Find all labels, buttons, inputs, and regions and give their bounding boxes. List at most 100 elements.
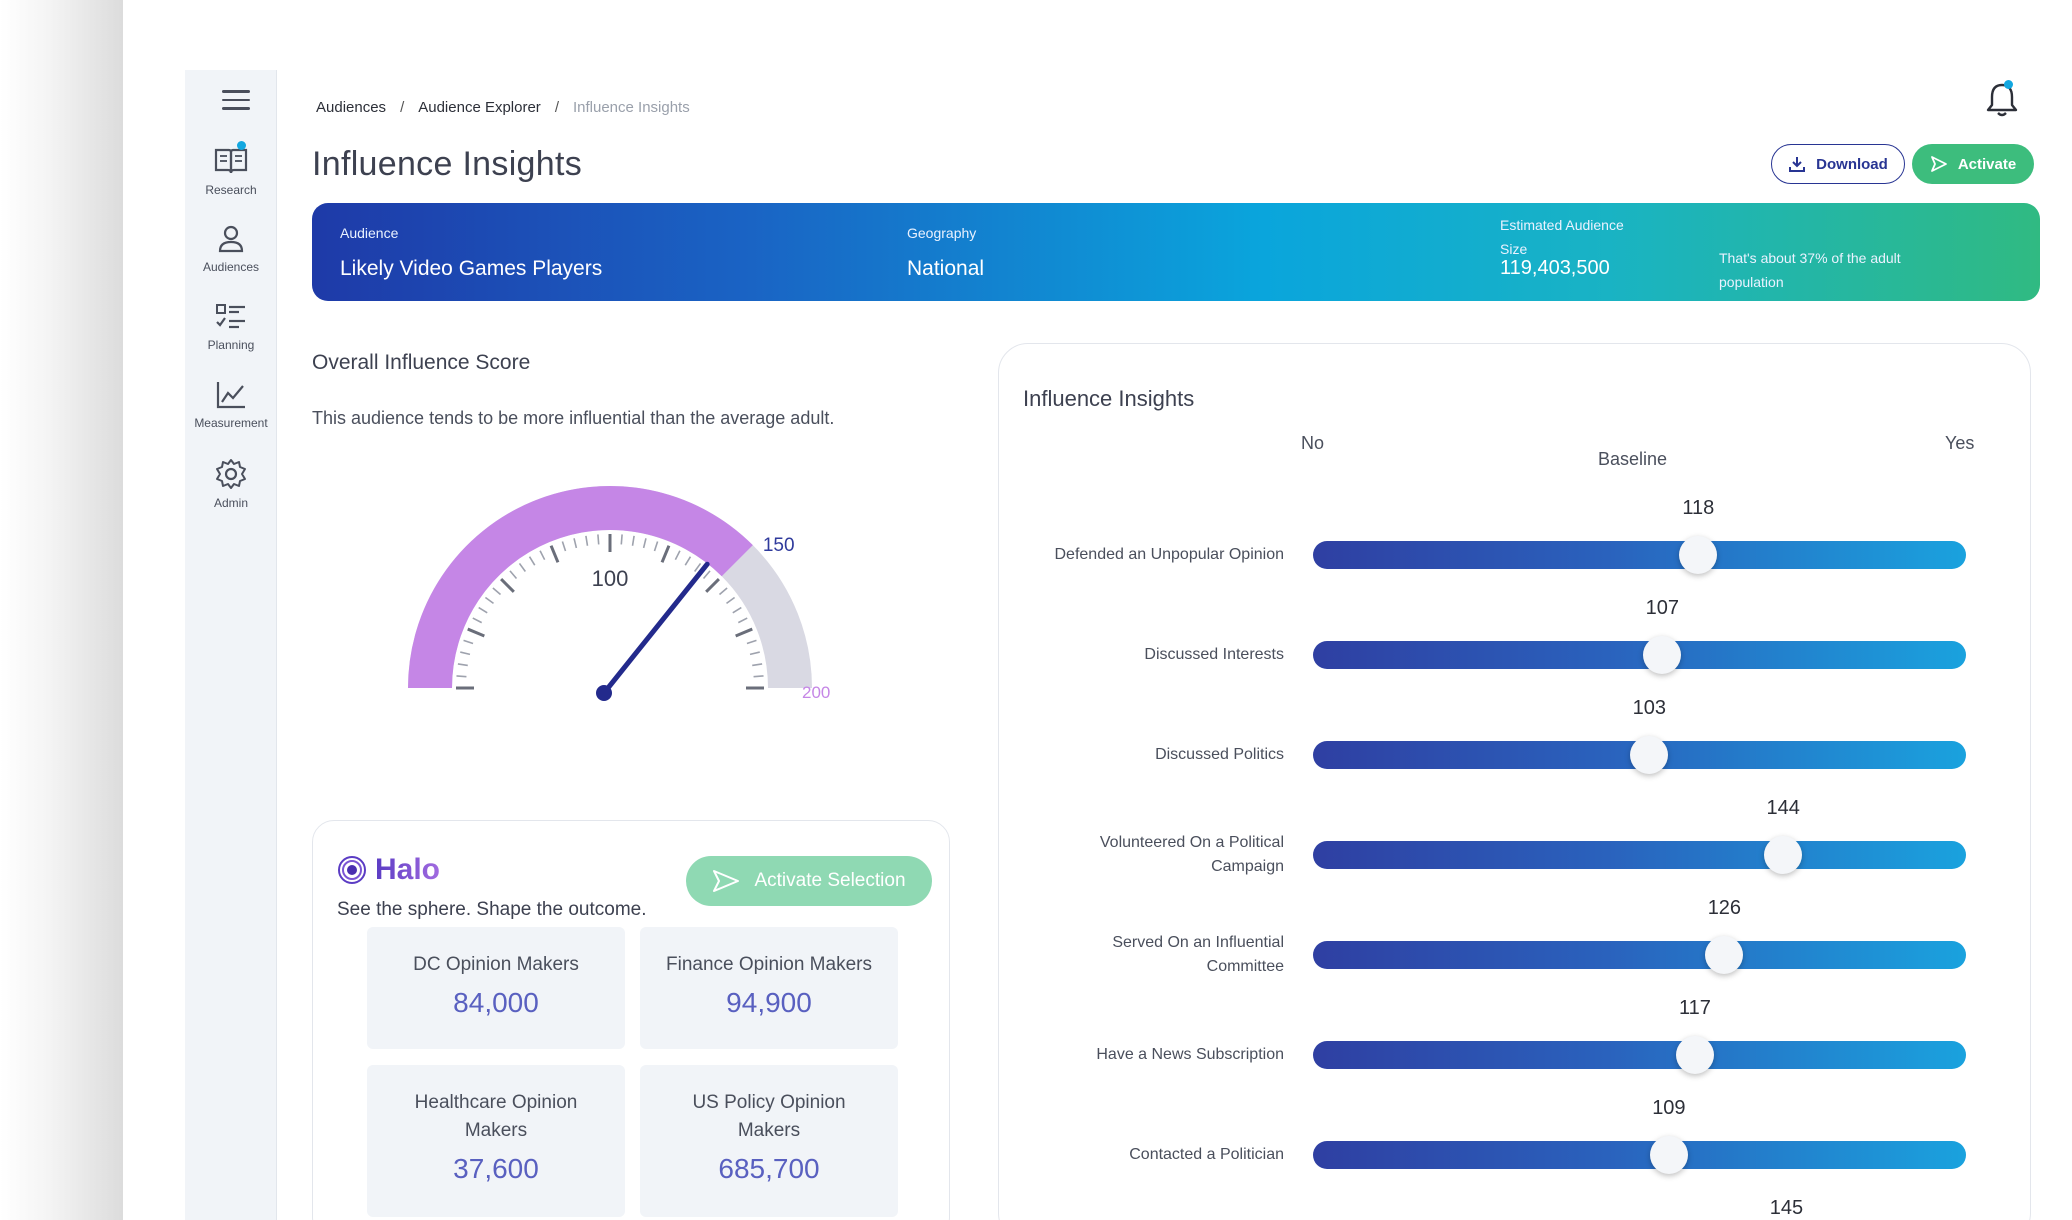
activate-button[interactable]: Activate <box>1912 144 2034 184</box>
tile-label: Healthcare Opinion Makers <box>414 1092 578 1141</box>
activate-label: Activate <box>1957 155 2017 173</box>
gauge-needle-hub <box>596 685 612 701</box>
breadcrumb-separator: / <box>554 99 559 116</box>
tile-value: 37,600 <box>453 1153 539 1184</box>
gauge-tick <box>702 570 711 580</box>
opinion-makers-tile[interactable]: US Policy Opinion Makers 685,700 <box>640 1065 898 1217</box>
download-button[interactable]: Download <box>1771 144 1905 184</box>
gauge-fill <box>408 486 753 689</box>
insight-row-value: 144 <box>1766 797 1800 819</box>
tile-value: 84,000 <box>453 987 539 1018</box>
estimated-size-value: 119,403,500 <box>1500 257 1610 279</box>
gauge-tick <box>705 578 720 593</box>
audience-value: Likely Video Games Players <box>340 257 603 280</box>
tile-label: US Policy Opinion Makers <box>692 1092 846 1141</box>
gauge-tick <box>573 538 578 549</box>
activate-selection-button[interactable]: Activate Selection <box>686 856 932 906</box>
insight-row-label: Have a News Subscription <box>1096 1046 1284 1063</box>
gauge-tick <box>484 596 494 605</box>
tile-value: 685,700 <box>718 1153 820 1184</box>
sidebar-item-planning[interactable]: Planning <box>185 302 277 352</box>
download-icon <box>1789 157 1806 172</box>
gauge-tick <box>463 639 474 645</box>
breadcrumb-separator: / <box>400 99 405 116</box>
insight-row-value: 126 <box>1707 897 1742 919</box>
opinion-makers-tile[interactable]: Healthcare Opinion Makers 37,600 <box>367 1065 625 1217</box>
halo-brand-name: Halo <box>375 853 441 886</box>
gauge-baseline-label: 100 <box>592 566 629 591</box>
insight-slider-knob[interactable] <box>1649 1136 1688 1174</box>
insight-row-value: 145 <box>1769 1197 1804 1219</box>
notification-dot <box>2004 80 2013 89</box>
insight-row-value: 109 <box>1652 1097 1686 1119</box>
breadcrumb-current: Influence Insights <box>572 99 690 116</box>
gauge-tick <box>732 606 742 614</box>
gauge-tick <box>467 627 485 638</box>
line-chart-icon <box>216 382 245 409</box>
gauge-tick <box>561 541 567 552</box>
opinion-makers-tile[interactable]: DC Opinion Makers 84,000 <box>367 927 625 1049</box>
estimated-size-label: Estimated Audience Size <box>1500 217 1624 257</box>
insight-row-value: 103 <box>1632 697 1666 719</box>
audience-summary-banner: Audience Likely Video Games Players Geog… <box>312 203 2040 301</box>
sidebar-item-admin[interactable]: Admin <box>185 458 277 510</box>
sidebar-item-label: Planning <box>207 338 255 352</box>
estimated-size-note: That's about 37% of the adult population <box>1719 250 1901 290</box>
gauge-tick <box>749 651 760 656</box>
sidebar-item-research[interactable]: Research <box>185 141 277 197</box>
insight-slider-track <box>1313 1141 1966 1169</box>
checklist-icon <box>216 304 245 329</box>
send-icon <box>1930 156 1947 172</box>
sidebar-item-label: Admin <box>213 496 248 510</box>
gauge-tick <box>752 663 763 667</box>
halo-card: Halo See the sphere. Shape the outcome. … <box>312 820 950 1220</box>
insight-row-label: Discussed Interests <box>1144 646 1284 663</box>
gauge-tick <box>585 535 589 546</box>
gauge-tick <box>642 538 647 549</box>
influence-score-description: This audience tends to be more influenti… <box>312 408 835 428</box>
page-shadow <box>0 0 123 1220</box>
insight-slider-track <box>1313 641 1966 669</box>
insight-slider-track <box>1313 1041 1966 1069</box>
insight-slider-knob[interactable] <box>1630 736 1669 774</box>
insight-slider-track <box>1313 541 1966 569</box>
sidebar-item-measurement[interactable]: Measurement <box>185 380 277 430</box>
gauge-tick <box>509 570 518 580</box>
insight-slider-knob[interactable] <box>1705 936 1744 974</box>
opinion-makers-tile[interactable]: Finance Opinion Makers 94,900 <box>640 927 898 1049</box>
tile-label: DC Opinion Makers <box>413 954 579 975</box>
gauge-ticks <box>456 534 764 690</box>
insight-row-label: Volunteered On a Political Campaign <box>1099 834 1284 875</box>
gauge-tick <box>457 663 468 667</box>
book-icon <box>214 148 248 174</box>
axis-label-yes: Yes <box>1945 433 1975 453</box>
sidebar: Research Audiences Planning Measurement <box>185 70 277 1220</box>
notifications-bell[interactable] <box>1985 80 2019 118</box>
page-title: Influence Insights <box>312 145 583 183</box>
gauge-max-label: 200 <box>802 683 830 702</box>
insight-row-label: Defended an Unpopular Opinion <box>1054 546 1285 563</box>
gauge-tick <box>528 556 536 566</box>
insight-slider-knob[interactable] <box>1764 836 1803 874</box>
sidebar-item-audiences[interactable]: Audiences <box>185 224 277 274</box>
insights-title: Influence Insights <box>1023 386 1195 411</box>
halo-logo: Halo <box>337 853 440 887</box>
gauge-tick <box>478 606 488 614</box>
gauge-tick <box>549 545 560 563</box>
insight-slider-knob[interactable] <box>1679 536 1718 574</box>
insight-slider-knob[interactable] <box>1643 636 1682 674</box>
influence-score-title: Overall Influence Score <box>312 351 531 374</box>
breadcrumb-audiences[interactable]: Audiences <box>316 99 387 116</box>
gauge-tick <box>597 534 600 545</box>
sidebar-item-label: Audiences <box>202 260 260 274</box>
gauge-tick <box>492 587 502 596</box>
breadcrumb-audience-explorer[interactable]: Audience Explorer <box>418 99 541 116</box>
gauge-tick <box>737 617 748 624</box>
influence-insights-card: Influence Insights No Baseline Yes Defen… <box>998 343 2031 1220</box>
insight-slider-track <box>1313 841 1966 869</box>
insight-slider-knob[interactable] <box>1676 1036 1714 1074</box>
audience-label: Audience <box>340 225 399 241</box>
gauge-tick <box>472 617 483 624</box>
hamburger-menu-icon[interactable] <box>222 90 250 112</box>
send-icon <box>713 870 740 892</box>
